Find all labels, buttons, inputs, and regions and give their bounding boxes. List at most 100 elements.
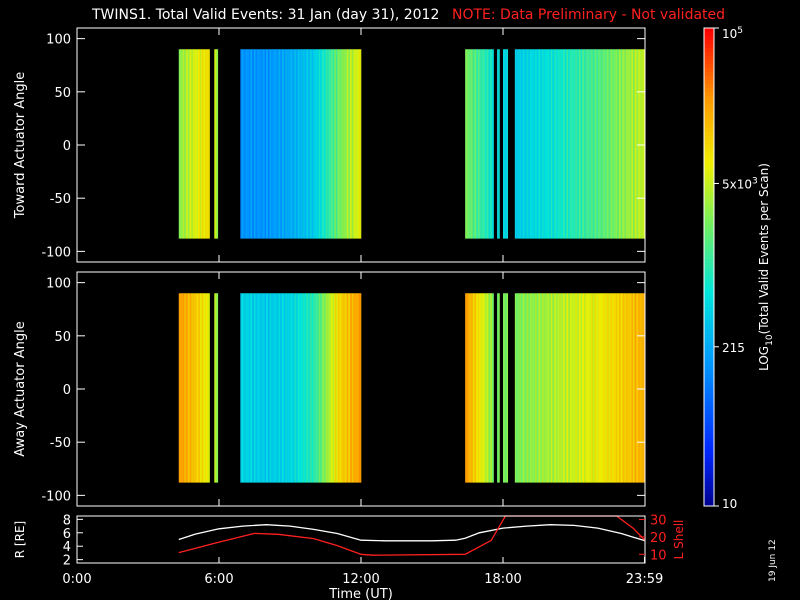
heatmap-cell [289, 293, 291, 483]
heatmap-cell [592, 49, 594, 239]
heatmap-cell [556, 49, 558, 239]
heatmap-cell [604, 293, 606, 483]
heatmap-cell [499, 49, 500, 239]
colorbar-cell [704, 326, 714, 332]
heatmap-cell [472, 293, 474, 483]
heatmap-cell [334, 49, 336, 239]
heatmap-cell [255, 293, 257, 483]
heatmap-cell [217, 293, 219, 483]
heatmap-cell [581, 293, 584, 483]
heatmap-cell [194, 49, 197, 239]
colorbar-cell [704, 167, 714, 172]
heatmap-cell [637, 293, 639, 483]
heatmap-cell [258, 49, 260, 239]
heatmap-cell [470, 49, 472, 239]
heatmap-cell [640, 49, 642, 239]
heatmap-cell [244, 49, 246, 239]
heatmap-cell [338, 49, 340, 239]
heatmap-cell [345, 49, 348, 239]
heatmap-cell [610, 293, 613, 483]
heatmap-cell [552, 293, 554, 483]
heatmap-cell [602, 293, 604, 483]
heatmap-cell [553, 293, 555, 483]
heatmap-cell [611, 49, 614, 239]
heatmap-cell [521, 293, 523, 483]
heatmap-cell [334, 293, 336, 483]
heatmap-cell [328, 49, 331, 239]
colorbar-cell [704, 87, 714, 93]
heatmap-cell [347, 293, 350, 483]
y-tick-label: 100 [46, 277, 71, 292]
heatmap-cell [582, 293, 585, 483]
heatmap-cell [292, 293, 294, 483]
heatmap-cell [606, 293, 608, 483]
x-tick-label: 12:00 [342, 572, 379, 587]
heatmap-cell [275, 293, 277, 483]
heatmap-cell [577, 49, 580, 239]
heatmap-cell [348, 293, 351, 483]
heatmap-cell [246, 49, 249, 239]
colorbar-cell [704, 251, 714, 256]
heatmap-cell [204, 49, 206, 239]
heatmap-cell [312, 293, 315, 483]
heatmap-cell [310, 49, 312, 239]
heatmap-cell [541, 293, 543, 483]
heatmap-cell [272, 49, 274, 239]
colorbar-cell [704, 490, 714, 495]
heatmap-cell [503, 49, 505, 239]
r-distance-line [178, 524, 646, 542]
heatmap-cell [266, 49, 269, 239]
heatmap-cell [614, 49, 617, 239]
heatmap-cell [497, 293, 499, 483]
heatmap-cell [586, 293, 588, 483]
heatmap-cell [273, 49, 275, 239]
heatmap-cell [474, 293, 477, 483]
heatmap-cell [465, 293, 467, 483]
heatmap-cell [477, 293, 480, 483]
heatmap-cell [617, 49, 619, 239]
heatmap-cell [572, 49, 574, 239]
heatmap-cell [590, 293, 592, 483]
heatmap-cell [545, 49, 548, 239]
heatmap-cell [193, 293, 196, 483]
heatmap-cell [490, 49, 493, 239]
heatmap-cell [467, 49, 469, 239]
y-tick-label: 0 [63, 139, 71, 154]
heatmap-cell [633, 293, 635, 483]
colorbar-cell [704, 39, 714, 45]
heatmap-cell [571, 293, 573, 483]
heatmap-cell [563, 49, 566, 239]
heatmap-cell [249, 49, 252, 239]
heatmap-cell [314, 49, 317, 239]
colorbar-cell [704, 470, 714, 475]
heatmap-cell [349, 293, 352, 483]
heatmap-cell [276, 49, 278, 239]
heatmap-cell [634, 49, 636, 239]
colorbar-cell [704, 159, 714, 164]
colorbar-cell [704, 51, 714, 57]
colorbar-cell [704, 31, 714, 37]
heatmap-cell [558, 293, 560, 483]
heatmap-cell [623, 293, 625, 483]
heatmap-cell [612, 293, 615, 483]
heatmap-cell [530, 293, 533, 483]
heatmap-cell [506, 49, 508, 239]
heatmap-cell [347, 49, 350, 239]
heatmap-cell [603, 49, 605, 239]
heatmap-cell [525, 49, 527, 239]
heatmap-cell [342, 293, 344, 483]
heatmap-cell [595, 49, 598, 239]
plot-title: TWINS1. Total Valid Events: 31 Jan (day … [92, 7, 440, 23]
heatmap-cell [358, 49, 360, 239]
heatmap-cell [641, 49, 643, 239]
heatmap-cell [481, 293, 483, 483]
colorbar-cell [704, 83, 714, 89]
colorbar-cell [704, 239, 714, 244]
heatmap-cell [301, 49, 303, 239]
colorbar-cell [704, 119, 714, 124]
heatmap-cell [551, 49, 553, 239]
heatmap-cell [526, 293, 528, 483]
heatmap-cell [624, 293, 626, 483]
colorbar-cell [704, 99, 714, 105]
heatmap-cell [316, 49, 319, 239]
